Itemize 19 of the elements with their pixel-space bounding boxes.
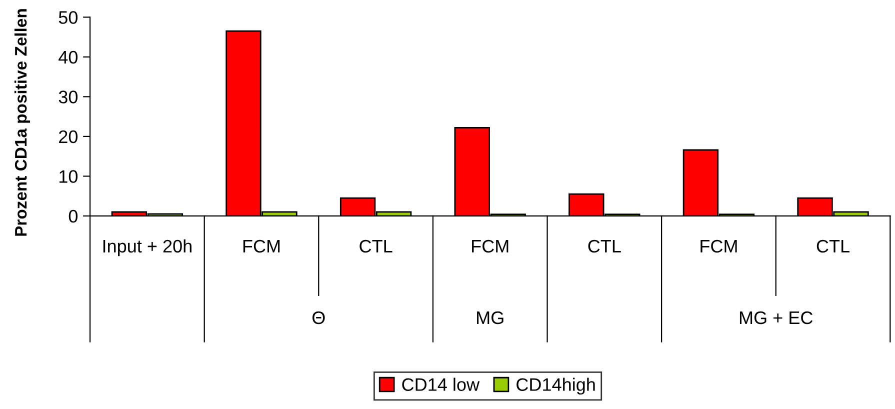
text: MG [477, 311, 504, 324]
x-tick-label: CTL [360, 240, 392, 253]
x-tick-label: FCM [700, 240, 737, 253]
x-tick-label: FCM [472, 240, 508, 253]
x-tick-label: CTL [588, 240, 621, 253]
y-tick-label: 30 [58, 90, 78, 104]
y-tick-label: 20 [59, 130, 78, 144]
legend-label: CD14 low [402, 378, 480, 391]
y-tick-label: 10 [60, 170, 78, 183]
x-tick-label: Input + 20h [103, 239, 192, 256]
x-tick-label: FCM [243, 240, 280, 253]
text: MG + EC [740, 311, 813, 324]
text: Θ [312, 311, 325, 324]
x-tick-label: CTL [816, 240, 850, 253]
y-tick-label: 50 [58, 11, 78, 24]
legend-label: CD14high [516, 378, 595, 395]
y-axis-title: Prozent CD1a positive Zellen [14, 9, 30, 236]
y-tick-label: 0 [68, 210, 78, 223]
y-tick-label: 40 [58, 50, 78, 64]
